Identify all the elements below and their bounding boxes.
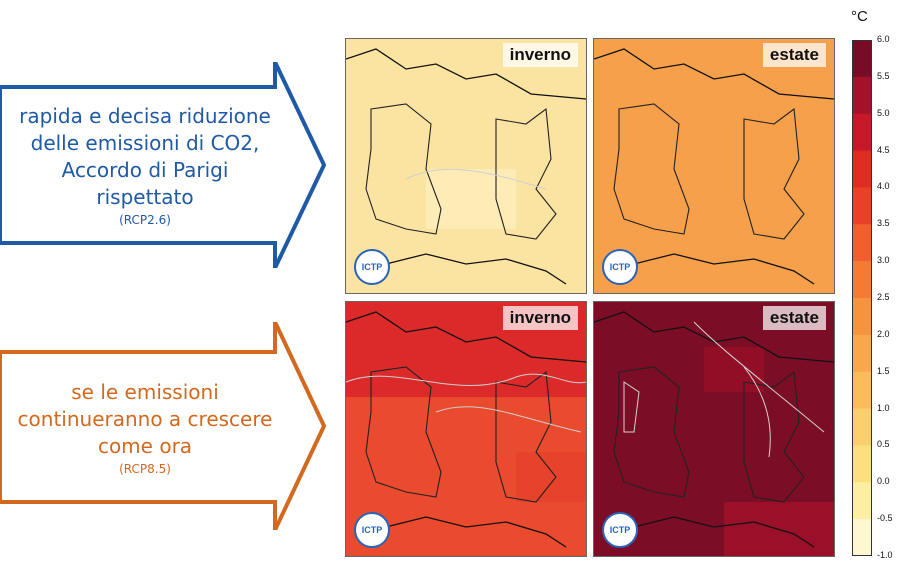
colorbar-tick-label: -1.0 [877,550,893,560]
season-label: estate [762,306,826,330]
colorbar-segment [852,482,872,520]
region-map [594,39,834,293]
colorbar-tick-label: 3.5 [877,218,890,229]
ictp-logo: ICTP [602,512,638,548]
colorbar-tick-label: 2.5 [877,292,890,302]
colorbar-tick-label: 5.5 [877,70,890,81]
region-map [594,302,834,556]
rcp26-scenario: (RCP2.6) [119,213,171,227]
map-panel-rcp26-summer: estate ICTP [593,38,835,294]
map-panel-rcp85-summer: estate ICTP [593,301,835,557]
logo-text: ICTP [361,525,383,535]
colorbar-segment [852,113,872,152]
ictp-logo: ICTP [354,249,390,285]
rcp26-line-3: Accordo di Parigi rispettato [61,158,229,209]
region-map [346,39,586,293]
colorbar-segment [852,519,872,556]
colorbar-segment [852,371,872,410]
rcp85-arrow [0,322,326,530]
colorbar-tick-label: 4.0 [877,181,890,192]
season-label: inverno [502,43,578,67]
logo-text: ICTP [609,525,631,535]
logo-text: ICTP [609,262,631,272]
colorbar [852,40,872,556]
colorbar-tick-label: 3.0 [877,255,890,266]
colorbar-segment [852,261,872,299]
map-panel-rcp26-winter: inverno ICTP [345,38,587,294]
colorbar-segment [852,150,872,188]
anomaly-fill [346,39,586,293]
colorbar-border [852,40,872,556]
rcp85-line-2: continueranno a crescere [17,406,273,431]
ictp-logo: ICTP [602,249,638,285]
colorbar-tick-labels: 6.0 5.5 5.0 4.5 4.0 3.5 3.0 2.5 2.0 1.5 1.0 0.5 0.0 -… [877,34,900,560]
rcp26-arrow [0,62,326,268]
region-map [346,302,586,556]
colorbar-tick-label: 0.0 [877,476,890,487]
colorbar-segment [852,408,872,446]
colorbar-segment [852,445,872,483]
rcp85-label: se le emissioni continueranno a crescere… [10,372,280,484]
rcp26-label: rapida e decisa riduzione delle emission… [10,104,280,227]
season-label: estate [762,43,826,67]
colorbar-unit: °C [851,8,868,25]
colorbar-tick-label: 6.0 [877,34,890,44]
colorbar-segment [852,298,872,336]
rcp85-scenario: (RCP8.5) [119,461,171,476]
colorbar-tick-label: -0.5 [877,513,893,524]
logo-text: ICTP [361,262,383,272]
colorbar-segment [852,76,872,115]
ictp-logo: ICTP [354,512,390,548]
rcp85-line-1: se le emissioni [71,379,219,404]
map-panel-rcp85-winter: inverno ICTP [345,301,587,557]
colorbar-tick-label: 0.5 [877,439,890,450]
colorbar-tick-label: 5.0 [877,107,890,118]
colorbar-tick-label: 2.0 [877,328,890,339]
rcp85-line-3: come ora [97,433,193,458]
colorbar-segment [852,40,872,78]
rcp26-line-2: delle emissioni di CO2, [30,131,260,155]
colorbar-segment [852,224,872,262]
anomaly-fill [594,39,834,293]
colorbar-tick-label: 1.0 [877,402,890,413]
season-label: inverno [502,306,578,330]
colorbar-segment [852,187,872,225]
colorbar-tick-label: 4.5 [877,144,890,155]
colorbar-tick-label: 1.5 [877,365,890,376]
colorbar-segment [852,334,872,373]
rcp26-line-1: rapida e decisa riduzione [19,104,271,128]
